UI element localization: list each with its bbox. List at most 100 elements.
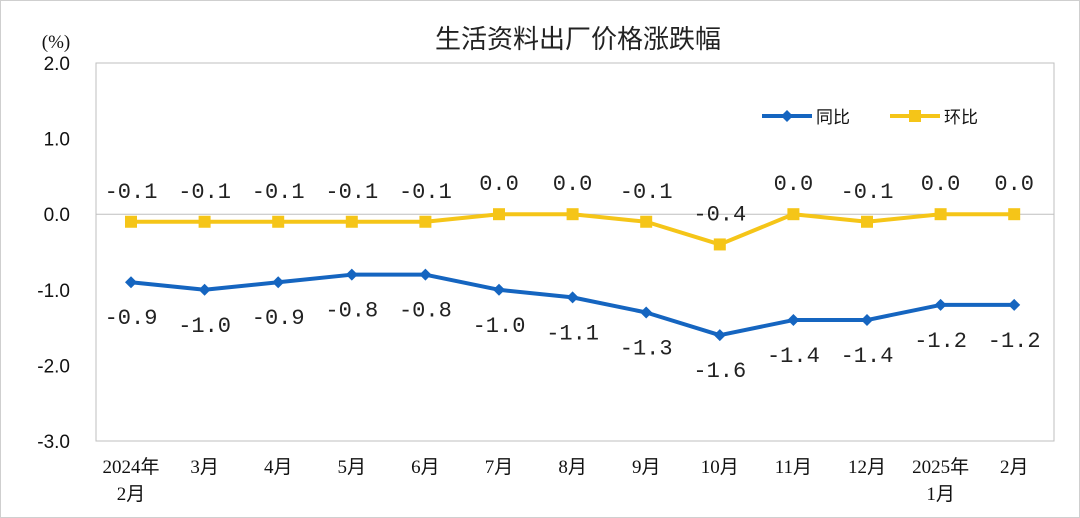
data-label-series-2: -0.4 — [693, 202, 746, 227]
x-tick-label: 11月 — [775, 457, 812, 478]
x-tick-label: 10月 — [701, 457, 739, 478]
series-2-point — [713, 238, 726, 251]
x-tick-line: 3月 — [190, 457, 219, 478]
y-tick-label: -1.0 — [37, 281, 70, 302]
data-label-series-2: -0.1 — [399, 180, 452, 205]
series-2-point — [566, 208, 579, 221]
x-tick-line: 9月 — [632, 457, 661, 478]
series-1-point — [272, 276, 285, 289]
series-2-point — [125, 215, 137, 228]
x-tick-label: 2024年 2月 — [102, 456, 159, 505]
y-tick-label: -3.0 — [37, 432, 70, 453]
data-label-series-1: -0.9 — [252, 306, 305, 331]
y-tick-label: 0.0 — [44, 205, 70, 226]
series-1-point — [861, 314, 873, 327]
x-tick-line: 1月 — [926, 484, 955, 505]
series-1-point — [640, 306, 653, 319]
data-label-series-1: -1.0 — [473, 314, 526, 339]
series-1-point — [198, 283, 211, 296]
y-axis-ticks: 2.0 1.0 0.0 -1.0 -2.0 -3.0 — [37, 54, 70, 453]
data-label-series-2: -0.1 — [620, 180, 673, 205]
series-1-point — [713, 329, 726, 342]
data-label-series-1: -1.2 — [988, 329, 1041, 354]
series-layer — [125, 208, 1021, 342]
series-1-point — [787, 314, 800, 327]
data-label-series-1: -1.1 — [546, 321, 599, 346]
series-2-point — [198, 215, 211, 228]
data-labels: -0.9 -1.0 -0.9 -0.8 -0.8 -1.0 -1.1 -1.3 -1.6 -1.4… — [105, 172, 1041, 384]
x-tick-label: 8月 — [558, 457, 587, 478]
x-tick-label: 2月 — [1000, 457, 1029, 478]
data-label-series-2: -0.1 — [178, 180, 231, 205]
series-1-point — [419, 268, 432, 281]
x-tick-label: 12月 — [848, 457, 886, 478]
data-label-series-2: -0.1 — [325, 180, 378, 205]
data-label-series-1: -0.8 — [325, 299, 378, 324]
legend: 同比 环比 — [762, 108, 978, 128]
series-2-point — [640, 215, 653, 228]
data-label-series-2: 0.0 — [553, 172, 593, 197]
series-1-point — [493, 283, 505, 296]
series-1-point — [934, 298, 947, 311]
x-tick-line: 2月 — [1000, 457, 1029, 478]
legend-swatch-marker — [909, 110, 921, 122]
series-1-point — [566, 291, 579, 304]
x-tick-label: 3月 — [190, 457, 219, 478]
series-2-point — [419, 215, 432, 228]
chart-title: 生活资料出厂价格涨跌幅 — [435, 25, 721, 55]
plot-area — [95, 62, 1055, 442]
data-label-series-2: 0.0 — [479, 172, 519, 197]
data-label-series-2: -0.1 — [105, 180, 158, 205]
series-2-point — [787, 208, 800, 221]
series-1-point — [345, 268, 358, 281]
data-label-series-1: -0.8 — [399, 299, 452, 324]
x-tick-line: 10月 — [701, 457, 739, 478]
x-tick-line: 2月 — [117, 484, 146, 505]
series-2-point — [272, 215, 285, 228]
x-tick-line: 2025年 — [912, 456, 969, 478]
data-label-series-1: -1.3 — [620, 336, 673, 361]
legend-swatch-marker — [781, 110, 793, 122]
data-label-series-1: -1.2 — [914, 329, 967, 354]
x-tick-label: 7月 — [485, 457, 514, 478]
x-tick-line: 8月 — [558, 457, 587, 478]
series-2-point — [861, 215, 873, 228]
x-tick-label: 2025年 1月 — [912, 456, 969, 505]
y-tick-label: 2.0 — [44, 54, 70, 75]
series-1-point — [1008, 298, 1021, 311]
data-label-series-2: -0.1 — [252, 180, 305, 205]
data-label-series-2: 0.0 — [921, 172, 961, 197]
data-label-series-1: -1.0 — [178, 314, 231, 339]
x-tick-label: 4月 — [264, 457, 293, 478]
x-tick-line: 4月 — [264, 457, 293, 478]
x-tick-label: 6月 — [411, 457, 440, 478]
data-label-series-2: 0.0 — [994, 172, 1034, 197]
data-label-series-2: 0.0 — [774, 172, 814, 197]
x-tick-line: 5月 — [338, 457, 367, 478]
series-2-point — [1008, 208, 1021, 221]
y-axis-unit-label: (%) — [42, 32, 70, 53]
series-2-point — [345, 215, 358, 228]
x-axis-ticks: 2024年 2月 3月 4月 5月 6月 7月 8月 9月 10月 11月 12月 2025年 1月 2月 — [102, 456, 1028, 505]
data-label-series-1: -1.4 — [841, 344, 894, 369]
legend-label-1: 同比 — [816, 108, 850, 128]
series-1-point — [125, 276, 137, 289]
data-label-series-1: -1.4 — [767, 344, 820, 369]
data-label-series-1: -0.9 — [105, 306, 158, 331]
x-tick-line: 12月 — [848, 457, 886, 478]
data-label-series-1: -1.6 — [693, 359, 746, 384]
x-tick-line: 6月 — [411, 457, 440, 478]
x-tick-label: 9月 — [632, 457, 661, 478]
data-label-series-2: -0.1 — [841, 180, 894, 205]
series-2-point — [934, 208, 947, 221]
x-tick-label: 5月 — [338, 457, 367, 478]
x-tick-line: 11月 — [775, 457, 812, 478]
y-tick-label: -2.0 — [37, 356, 70, 377]
series-2-point — [493, 208, 505, 221]
x-tick-line: 2024年 — [102, 456, 159, 478]
y-tick-label: 1.0 — [44, 130, 70, 151]
legend-label-2: 环比 — [944, 108, 978, 128]
x-tick-line: 7月 — [485, 457, 514, 478]
